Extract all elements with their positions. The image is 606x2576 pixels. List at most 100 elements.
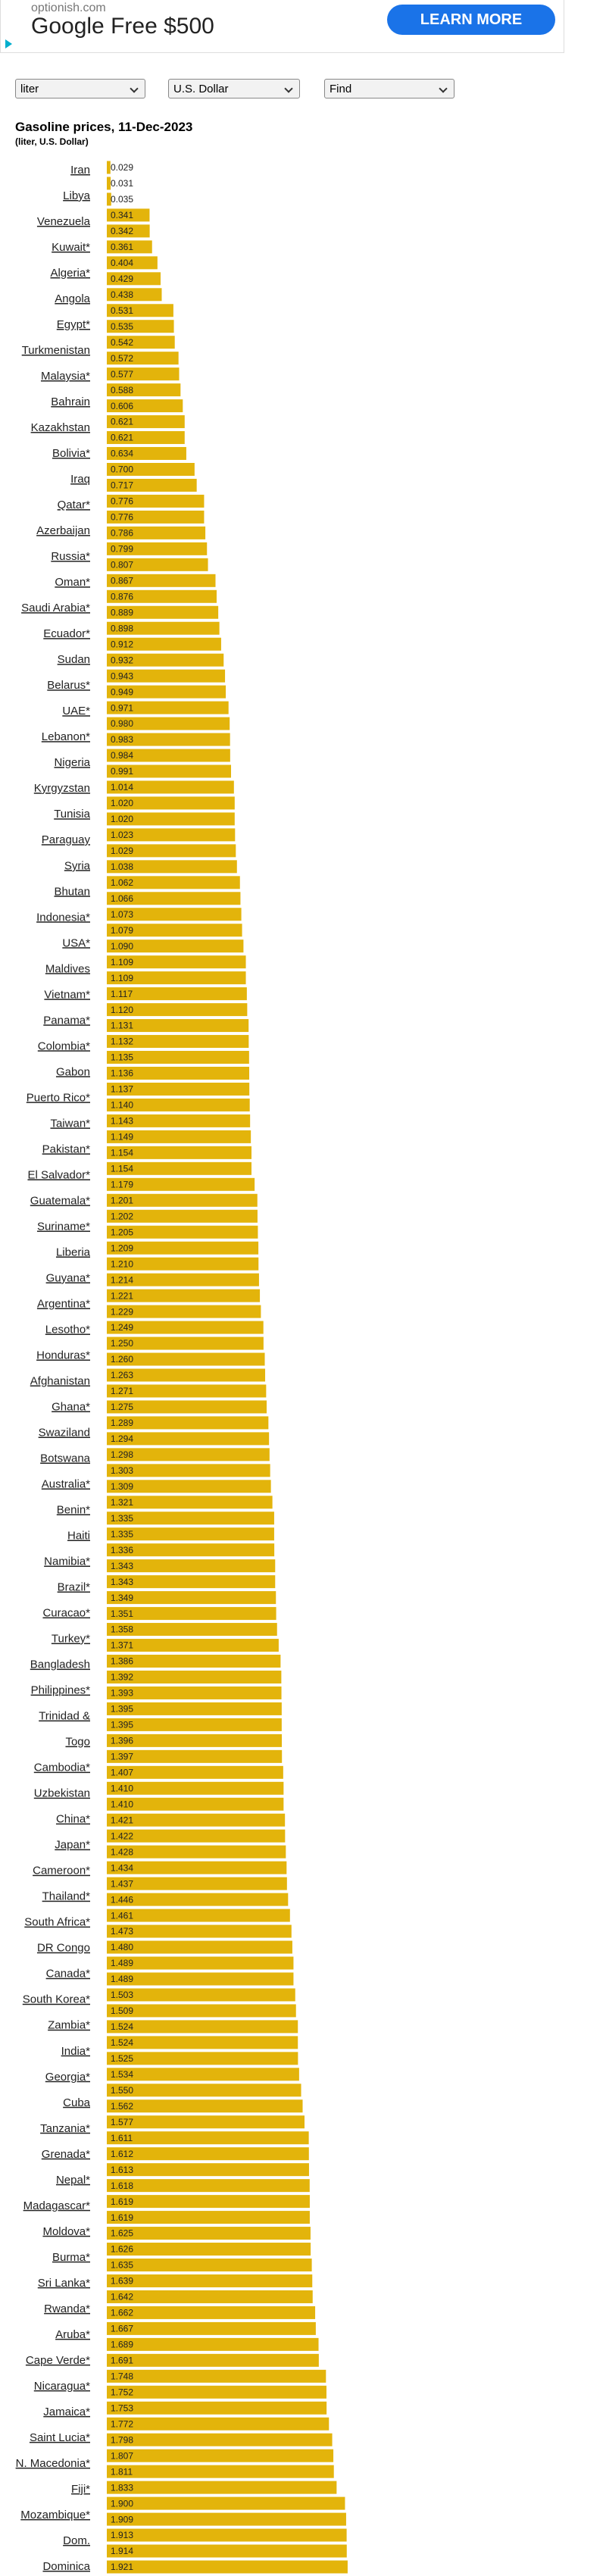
- country-link[interactable]: Paraguay: [42, 833, 91, 846]
- country-link[interactable]: Aruba*: [55, 2328, 90, 2341]
- ad-banner[interactable]: optionish.com Google Free $500 LEARN MOR…: [0, 0, 564, 53]
- country-link[interactable]: Cambodia*: [34, 1762, 90, 1774]
- country-link[interactable]: Canada*: [46, 1968, 91, 1980]
- country-link[interactable]: Ghana*: [52, 1400, 90, 1413]
- country-link[interactable]: Liberia: [56, 1246, 91, 1258]
- country-link[interactable]: Jamaica*: [43, 2406, 90, 2418]
- country-link[interactable]: Trinidad &: [39, 1710, 90, 1723]
- country-link[interactable]: Iraq: [70, 473, 90, 486]
- country-link[interactable]: Dominica: [42, 2560, 90, 2573]
- country-link[interactable]: Venezuela: [37, 215, 91, 228]
- country-link[interactable]: Uzbekistan: [34, 1787, 90, 1800]
- country-link[interactable]: Saint Lucia*: [30, 2431, 90, 2444]
- country-link[interactable]: Fiji*: [71, 2483, 90, 2496]
- country-link[interactable]: Georgia*: [45, 2071, 90, 2084]
- country-link[interactable]: India*: [61, 2045, 91, 2058]
- country-link[interactable]: Cape Verde*: [26, 2354, 90, 2367]
- find-select[interactable]: Find: [324, 79, 454, 98]
- country-link[interactable]: Japan*: [55, 1839, 90, 1852]
- country-link[interactable]: Turkmenistan: [22, 344, 90, 357]
- country-link[interactable]: Haiti: [67, 1530, 90, 1543]
- ad-icon[interactable]: [5, 39, 12, 48]
- country-link[interactable]: DR Congo: [37, 1942, 90, 1955]
- country-link[interactable]: Nigeria: [54, 756, 90, 769]
- country-link[interactable]: Kyrgyzstan: [34, 782, 90, 795]
- unit-select[interactable]: liter: [15, 79, 145, 98]
- country-link[interactable]: Lebanon*: [42, 730, 90, 743]
- country-link[interactable]: Nepal*: [56, 2174, 90, 2187]
- country-link[interactable]: Gabon: [56, 1065, 90, 1078]
- ad-headline[interactable]: Google Free $500: [31, 14, 214, 39]
- country-link[interactable]: Pakistan*: [42, 1143, 91, 1155]
- country-link[interactable]: Indonesia*: [36, 911, 90, 924]
- country-link[interactable]: Kuwait*: [52, 241, 90, 254]
- country-link[interactable]: Tanzania*: [40, 2122, 90, 2135]
- country-link[interactable]: Curacao*: [42, 1607, 90, 1620]
- country-link[interactable]: N. Macedonia*: [16, 2457, 91, 2470]
- country-link[interactable]: Swaziland: [39, 1426, 90, 1439]
- country-link[interactable]: Moldova*: [42, 2225, 90, 2238]
- country-link[interactable]: Argentina*: [37, 1297, 90, 1310]
- country-link[interactable]: Nicaragua*: [34, 2380, 90, 2393]
- country-link[interactable]: Kazakhstan: [31, 421, 90, 434]
- country-link[interactable]: Ecuador*: [43, 627, 90, 640]
- country-link[interactable]: Vietnam*: [44, 988, 90, 1001]
- country-link[interactable]: Bangladesh: [30, 1658, 90, 1671]
- country-link[interactable]: Benin*: [57, 1504, 90, 1517]
- country-link[interactable]: Guyana*: [46, 1271, 91, 1284]
- country-link[interactable]: Suriname*: [37, 1220, 90, 1233]
- country-link[interactable]: Colombia*: [38, 1039, 90, 1052]
- country-link[interactable]: Qatar*: [58, 499, 91, 511]
- country-link[interactable]: El Salvador*: [27, 1168, 90, 1181]
- country-link[interactable]: Togo: [65, 1736, 90, 1749]
- country-link[interactable]: Madagascar*: [23, 2199, 91, 2212]
- country-link[interactable]: Turkey*: [52, 1633, 90, 1646]
- country-link[interactable]: China*: [56, 1813, 90, 1826]
- country-link[interactable]: Malaysia*: [41, 370, 90, 383]
- country-link[interactable]: Angola: [55, 292, 90, 305]
- country-link[interactable]: Syria: [64, 859, 91, 872]
- country-link[interactable]: Guatemala*: [30, 1194, 90, 1207]
- country-link[interactable]: Egypt*: [57, 318, 90, 331]
- country-link[interactable]: Taiwan*: [50, 1117, 90, 1130]
- country-link[interactable]: Philippines*: [31, 1684, 91, 1697]
- country-link[interactable]: South Africa*: [24, 1916, 90, 1929]
- country-link[interactable]: Honduras*: [36, 1349, 90, 1361]
- country-link[interactable]: Lesotho*: [45, 1323, 90, 1336]
- country-link[interactable]: Russia*: [51, 550, 90, 563]
- country-link[interactable]: Thailand*: [42, 1890, 91, 1903]
- country-link[interactable]: Afghanistan: [30, 1374, 90, 1387]
- country-link[interactable]: Sri Lanka*: [38, 2277, 90, 2290]
- country-link[interactable]: Azerbaijan: [36, 524, 90, 537]
- country-link[interactable]: Australia*: [42, 1478, 90, 1491]
- country-link[interactable]: Oman*: [55, 576, 90, 589]
- country-link[interactable]: Grenada*: [42, 2148, 90, 2161]
- country-link[interactable]: Zambia*: [48, 2019, 90, 2032]
- country-link[interactable]: South Korea*: [23, 1993, 90, 2006]
- country-link[interactable]: Saudi Arabia*: [21, 602, 90, 614]
- country-link[interactable]: Libya: [63, 189, 91, 202]
- country-link[interactable]: UAE*: [62, 705, 90, 717]
- country-link[interactable]: USA*: [62, 936, 90, 949]
- country-link[interactable]: Belarus*: [47, 679, 90, 692]
- country-link[interactable]: Iran: [70, 164, 90, 177]
- country-link[interactable]: Rwanda*: [44, 2302, 90, 2315]
- country-link[interactable]: Bhutan: [54, 885, 90, 898]
- country-link[interactable]: Algeria*: [50, 267, 90, 280]
- country-link[interactable]: Sudan: [58, 653, 90, 666]
- country-link[interactable]: Brazil*: [58, 1581, 91, 1594]
- country-link[interactable]: Tunisia: [54, 808, 90, 821]
- country-link[interactable]: Mozambique*: [20, 2509, 90, 2521]
- country-link[interactable]: Maldives: [45, 962, 90, 975]
- country-link[interactable]: Panama*: [43, 1014, 90, 1027]
- currency-select[interactable]: U.S. Dollar: [168, 79, 300, 98]
- country-link[interactable]: Bahrain: [51, 395, 90, 408]
- country-link[interactable]: Cameroon*: [33, 1865, 90, 1877]
- country-link[interactable]: Botswana: [40, 1452, 91, 1465]
- country-link[interactable]: Burma*: [52, 2251, 90, 2264]
- country-link[interactable]: Bolivia*: [52, 447, 90, 460]
- country-link[interactable]: Cuba: [63, 2096, 91, 2109]
- country-link[interactable]: Dom.: [63, 2534, 90, 2547]
- learn-more-button[interactable]: LEARN MORE: [387, 5, 555, 35]
- country-link[interactable]: Namibia*: [44, 1555, 90, 1568]
